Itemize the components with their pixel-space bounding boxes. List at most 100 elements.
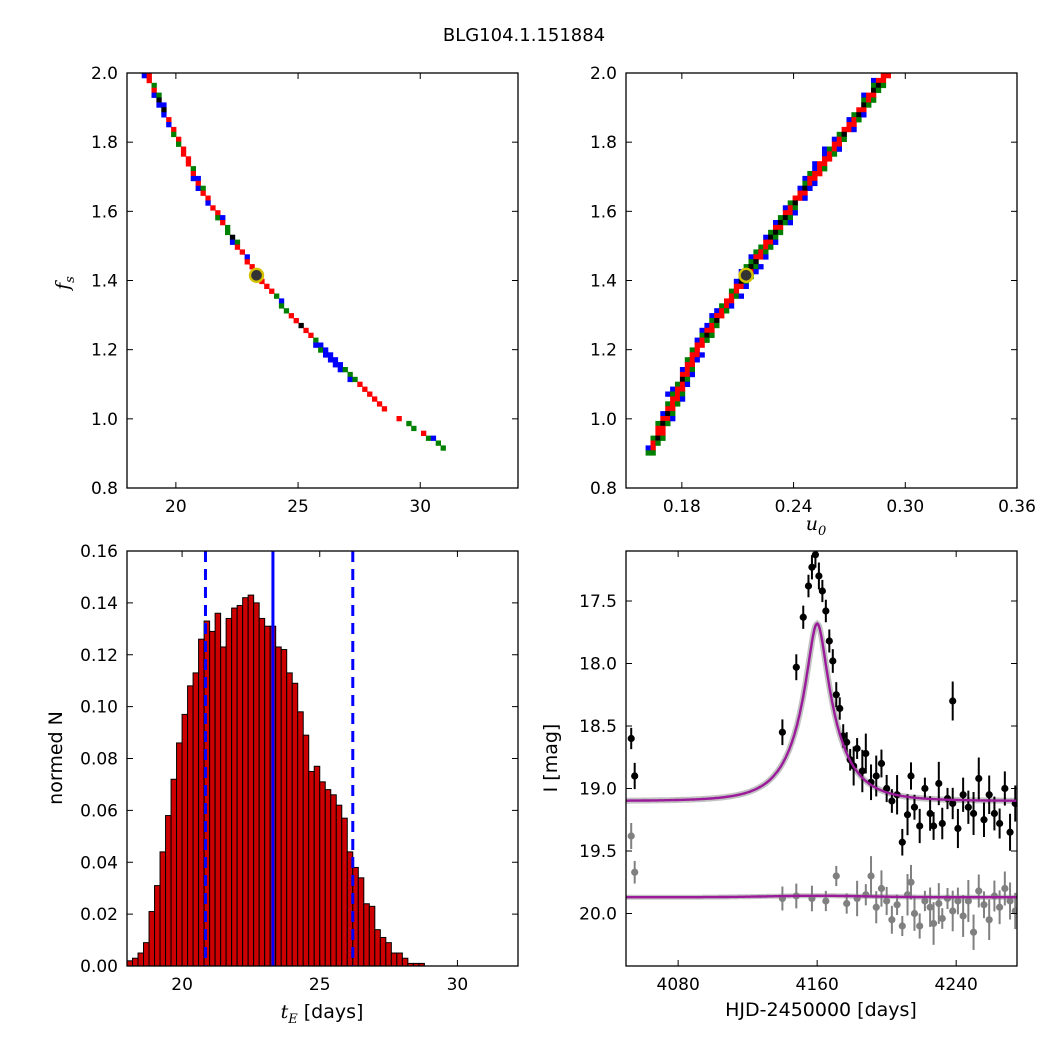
posterior-cell <box>797 195 803 201</box>
posterior-cell <box>259 278 265 285</box>
data-point <box>799 613 807 621</box>
data-point <box>858 767 866 775</box>
histogram-bar <box>209 630 216 967</box>
posterior-cell <box>303 327 309 334</box>
posterior-cell <box>851 112 857 118</box>
posterior-cell <box>435 440 441 446</box>
data-point <box>822 607 830 615</box>
posterior-cell <box>753 269 759 275</box>
posterior-cell <box>817 171 823 177</box>
posterior-cell <box>733 293 740 299</box>
residual-point <box>985 916 993 924</box>
posterior-cell <box>807 185 813 191</box>
posterior-cell <box>195 175 201 182</box>
posterior-cell <box>225 224 231 231</box>
posterior-cell <box>655 430 661 436</box>
fs-vs-u0-panel: 0.18 0.24 0.30 0.36 0.8 1.0 1.2 1.4 1.6 1.8 2.0 u0 <box>590 64 1036 539</box>
posterior-cell <box>836 141 842 147</box>
posterior-cell <box>684 371 691 378</box>
x-tick-label: 4160 <box>796 975 839 995</box>
posterior-cell <box>670 406 676 412</box>
posterior-cell <box>156 97 162 103</box>
x-tick-label: 30 <box>409 497 431 517</box>
posterior-cell <box>807 175 813 182</box>
posterior-cell <box>220 220 226 226</box>
posterior-cell <box>332 362 339 368</box>
posterior-cell <box>768 229 774 236</box>
histogram-bar <box>176 742 183 967</box>
posterior-cell <box>660 420 666 427</box>
posterior-cell <box>283 308 290 314</box>
posterior-cell <box>215 215 221 221</box>
residual-point <box>1006 897 1014 905</box>
posterior-cell <box>851 122 857 128</box>
posterior-cell <box>689 347 695 353</box>
data-point <box>969 809 978 818</box>
posterior-cell <box>376 401 383 407</box>
posterior-cell <box>689 357 695 363</box>
posterior-cell <box>704 322 710 329</box>
posterior-cell <box>768 244 774 250</box>
posterior-cell <box>655 425 661 432</box>
posterior-cell <box>768 234 774 240</box>
y-tick-label: 18.5 <box>579 717 617 737</box>
posterior-cell <box>381 406 388 412</box>
residual-point <box>943 894 952 903</box>
posterior-cell <box>822 161 828 167</box>
posterior-cell <box>670 396 676 402</box>
histogram-bar <box>280 649 288 967</box>
posterior-cell <box>836 136 842 142</box>
plot-frame <box>625 72 1018 489</box>
y-tick-label: 2.0 <box>91 64 118 84</box>
posterior-cell <box>831 141 838 147</box>
posterior-cell <box>665 391 671 397</box>
posterior-cell <box>724 308 730 314</box>
posterior-cell <box>327 357 334 363</box>
histogram-bar <box>192 672 200 967</box>
posterior-cell <box>709 332 715 338</box>
posterior-cell <box>861 97 867 103</box>
data-point <box>921 784 929 793</box>
posterior-cell <box>679 381 686 387</box>
histogram-bar <box>390 952 398 967</box>
posterior-cell <box>670 391 676 397</box>
posterior-cell <box>406 420 412 427</box>
data-point <box>829 657 837 665</box>
posterior-cell <box>797 190 803 196</box>
posterior-cell <box>709 318 715 324</box>
posterior-cell <box>782 215 789 221</box>
posterior-cell <box>679 376 686 383</box>
posterior-cell <box>714 313 720 319</box>
data-point <box>877 759 886 768</box>
histogram-bar <box>137 952 145 967</box>
posterior-cell <box>856 107 862 113</box>
y-tick-label: 19.0 <box>579 780 617 800</box>
residual-point <box>822 897 830 905</box>
posterior-cell <box>738 278 744 285</box>
x-axis-label-unit: [days] <box>304 1001 364 1023</box>
posterior-cell <box>861 107 867 113</box>
residual-point <box>893 901 901 909</box>
posterior-cell <box>777 229 784 236</box>
posterior-cell <box>313 337 319 343</box>
y-axis-label: I [mag] <box>540 724 562 793</box>
posterior-cell <box>763 239 769 245</box>
posterior-cell <box>782 205 789 211</box>
residual-point <box>631 868 639 876</box>
histogram-bar <box>363 903 370 967</box>
posterior-cell <box>352 376 358 383</box>
posterior-cell <box>807 180 813 187</box>
residual-point <box>883 897 891 905</box>
residual-point <box>877 884 886 893</box>
data-point <box>980 816 988 824</box>
posterior-cell <box>851 117 857 123</box>
posterior-cell <box>856 117 862 123</box>
posterior-cell <box>787 210 793 216</box>
posterior-cell <box>792 200 798 206</box>
posterior-cell <box>679 391 686 397</box>
x-axis-label: tE [days] <box>281 1001 364 1027</box>
posterior-cell <box>347 371 353 378</box>
posterior-cell <box>269 288 275 294</box>
posterior-cell <box>748 264 754 270</box>
